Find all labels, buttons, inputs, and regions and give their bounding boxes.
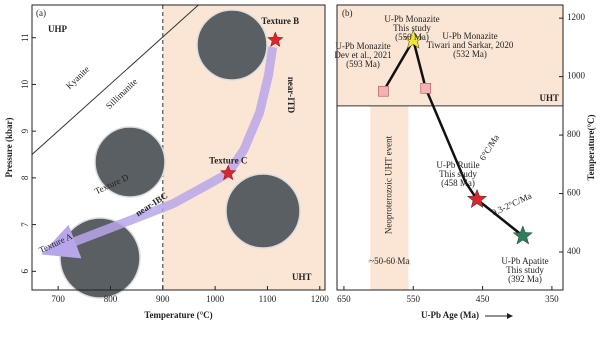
age-square <box>378 86 388 96</box>
x-tick-label: 650 <box>337 294 351 304</box>
point-label: (532 Ma) <box>453 49 487 59</box>
y-tick-label: 11 <box>20 33 30 42</box>
y-tick-label: 800 <box>567 129 581 139</box>
y-axis-title: Pressure (kbar) <box>4 118 14 178</box>
y-tick-label: 600 <box>567 188 581 198</box>
y-tick-label: 6 <box>20 269 30 274</box>
texture-label: Texture B <box>261 16 299 26</box>
y-tick-label: 1000 <box>567 71 586 81</box>
point-label: (593 Ma) <box>346 59 380 69</box>
region-label: UHT <box>292 272 312 282</box>
photomicrograph <box>197 10 267 80</box>
y-tick-label: 7 <box>20 222 30 227</box>
event-width-label: ~50-60 Ma <box>369 256 409 266</box>
photomicrograph <box>226 174 300 248</box>
x-tick-label: 900 <box>156 294 170 304</box>
x-tick-label: 1100 <box>259 294 277 304</box>
region-label: UHP <box>48 24 68 34</box>
x-tick-label: 350 <box>545 294 559 304</box>
event-label: Neoproterozoic UHT event <box>383 135 393 234</box>
x-tick-label: 550 <box>407 294 421 304</box>
y-tick-label: 9 <box>20 128 30 133</box>
age-square <box>421 83 431 93</box>
x-tick-label: 1200 <box>311 294 330 304</box>
y-tick-label: 8 <box>20 175 30 180</box>
y-axis-title: Temperature(°C) <box>586 114 596 180</box>
uht-label: UHT <box>539 93 559 103</box>
panel-label: (a) <box>36 8 46 18</box>
x-tick-label: 700 <box>51 294 65 304</box>
x-axis-title: U-Pb Age (Ma) <box>421 310 479 320</box>
point-label: (550 Ma) <box>395 32 429 42</box>
path-label: near-ITD <box>286 77 296 114</box>
x-axis-title: Temperature (°C) <box>144 310 212 320</box>
y-tick-label: 400 <box>567 246 581 256</box>
texture-label: Texture C <box>209 155 247 165</box>
panel-label: (b) <box>342 8 353 18</box>
point-label: (458 Ma) <box>441 178 475 188</box>
x-tick-label: 450 <box>476 294 490 304</box>
figure: KyaniteSillimanitenear-ITDnear-IBCTextur… <box>0 0 601 340</box>
x-tick-label: 800 <box>104 294 118 304</box>
point-label: (392 Ma) <box>508 274 542 284</box>
y-tick-label: 10 <box>20 79 30 89</box>
x-tick-label: 1000 <box>206 294 225 304</box>
y-tick-label: 1200 <box>567 12 586 22</box>
